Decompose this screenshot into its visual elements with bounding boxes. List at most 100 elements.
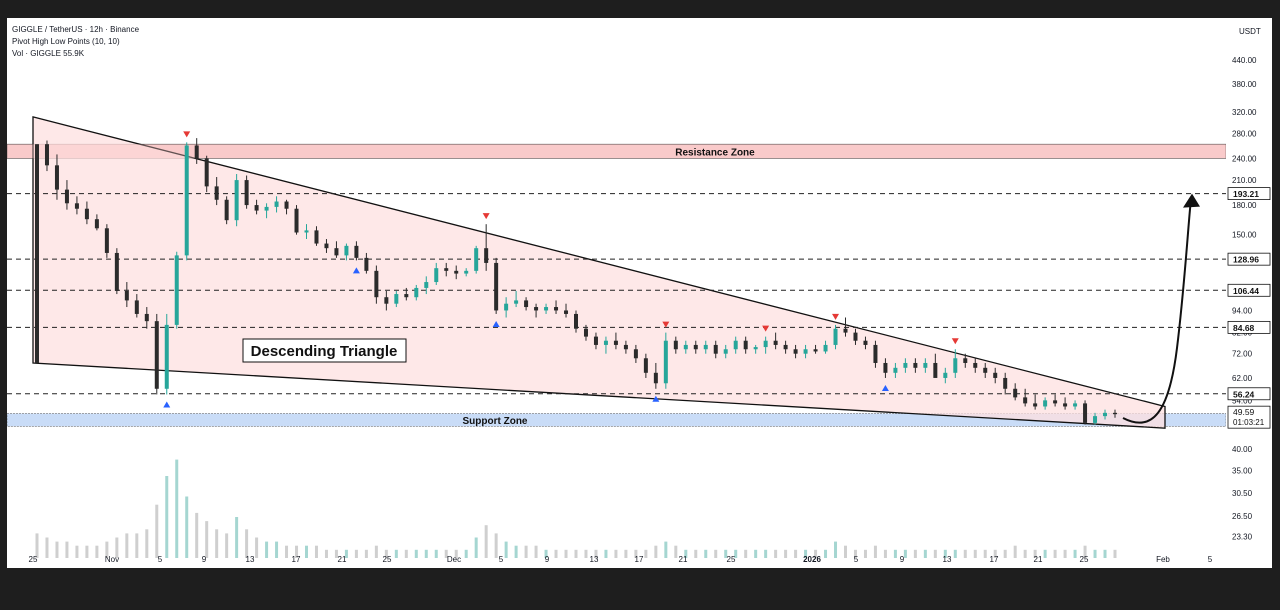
volume-bar bbox=[195, 512, 199, 558]
candle-body bbox=[643, 358, 648, 373]
candle-body bbox=[793, 349, 798, 354]
pivot-high-marker bbox=[482, 213, 490, 220]
candle-body bbox=[893, 367, 898, 373]
volume-bar bbox=[85, 545, 89, 558]
candle-body bbox=[1003, 377, 1008, 389]
volume-bar bbox=[135, 533, 139, 558]
volume-bar bbox=[464, 549, 468, 558]
candle-body bbox=[184, 145, 189, 256]
volume-bar bbox=[474, 537, 478, 558]
candle-body bbox=[1013, 388, 1018, 398]
volume-bar bbox=[624, 549, 628, 558]
time-tick-label: Nov bbox=[105, 555, 119, 564]
volume-bar bbox=[714, 549, 718, 558]
candle-body bbox=[823, 344, 828, 352]
pivot-low-marker bbox=[652, 395, 660, 402]
price-tick-label: 23.30 bbox=[1232, 533, 1253, 542]
candle-body bbox=[993, 372, 998, 378]
pattern-label-text: Descending Triangle bbox=[251, 343, 398, 360]
volume-bar bbox=[554, 549, 558, 558]
volume-bar bbox=[55, 541, 59, 558]
volume-bar bbox=[814, 549, 818, 558]
volume-bar bbox=[973, 549, 977, 558]
volume-bar bbox=[1093, 549, 1097, 558]
candle-body bbox=[773, 340, 778, 345]
volume-bar bbox=[265, 541, 269, 558]
candle-body bbox=[234, 180, 239, 221]
time-tick-label: 17 bbox=[990, 555, 999, 564]
candle-body bbox=[683, 344, 688, 350]
candle-body bbox=[564, 310, 569, 314]
candle-body bbox=[394, 294, 399, 304]
candle-body bbox=[613, 340, 618, 345]
candle-body bbox=[783, 344, 788, 350]
candle-body bbox=[514, 300, 519, 304]
candle-body bbox=[334, 248, 339, 256]
candle-body bbox=[813, 349, 818, 352]
volume-bar bbox=[584, 549, 588, 558]
volume-bar bbox=[255, 537, 259, 558]
candle-body bbox=[194, 145, 199, 159]
volume-bar bbox=[574, 549, 578, 558]
candle-body bbox=[494, 262, 499, 311]
volume-bar bbox=[913, 549, 917, 558]
candle-body bbox=[134, 300, 139, 314]
volume-bar bbox=[634, 549, 638, 558]
price-tick-label: 26.50 bbox=[1232, 512, 1253, 521]
time-tick-label: 2026 bbox=[803, 555, 821, 564]
candle-body bbox=[833, 328, 838, 345]
volume-bar bbox=[564, 549, 568, 558]
time-tick-label: 9 bbox=[900, 555, 905, 564]
volume-bar bbox=[504, 541, 508, 558]
volume-bar bbox=[125, 533, 129, 558]
volume-bar bbox=[923, 549, 927, 558]
volume-bar bbox=[115, 537, 119, 558]
candle-body bbox=[274, 201, 279, 207]
volume-bar bbox=[524, 545, 528, 558]
volume-bar bbox=[1063, 549, 1067, 558]
candle-body bbox=[534, 307, 539, 311]
chart-frame: Resistance Zone Support Zone Descending Tr… bbox=[7, 18, 1272, 568]
volume-bar bbox=[514, 545, 518, 558]
time-tick-label: 13 bbox=[943, 555, 952, 564]
candle-body bbox=[554, 307, 559, 311]
candle-body bbox=[164, 324, 169, 389]
candle-body bbox=[114, 252, 119, 291]
candle-body bbox=[524, 300, 529, 308]
candle-body bbox=[384, 297, 389, 304]
volume-bar bbox=[384, 549, 388, 558]
volume-bar bbox=[834, 541, 838, 558]
candle-body bbox=[1093, 416, 1098, 423]
candle-body bbox=[104, 228, 109, 253]
volume-bar bbox=[185, 496, 189, 558]
price-tick-label: 54.00 bbox=[1232, 396, 1253, 405]
price-level-tag-text: 84.68 bbox=[1233, 323, 1255, 333]
candle-body bbox=[354, 245, 359, 258]
price-tick-label: 280.00 bbox=[1232, 129, 1257, 138]
candle-body bbox=[484, 248, 489, 263]
volume-bar bbox=[893, 549, 897, 558]
price-level-tag-text: 193.21 bbox=[1233, 189, 1259, 199]
candle-body bbox=[633, 349, 638, 359]
price-tick-label: 380.00 bbox=[1232, 80, 1257, 89]
chart-legend: GIGGLE / TetherUS · 12h · Binance Pivot … bbox=[12, 24, 139, 60]
time-tick-label: 17 bbox=[292, 555, 301, 564]
volume-bar bbox=[324, 549, 328, 558]
volume-bar bbox=[734, 549, 738, 558]
candle-body bbox=[304, 230, 309, 233]
time-tick-label: 25 bbox=[383, 555, 392, 564]
volume-bar bbox=[285, 545, 289, 558]
volume-bar bbox=[674, 545, 678, 558]
volume-bar bbox=[1003, 549, 1007, 558]
candle-body bbox=[434, 268, 439, 283]
time-tick-label: 9 bbox=[545, 555, 550, 564]
candle-body bbox=[1063, 403, 1068, 407]
candle-body bbox=[1033, 403, 1038, 407]
time-tick-label: 13 bbox=[246, 555, 255, 564]
candle-body bbox=[883, 362, 888, 373]
candle-body bbox=[973, 362, 978, 368]
pivot-high-marker bbox=[762, 325, 770, 332]
candle-body bbox=[713, 344, 718, 354]
candle-body bbox=[224, 199, 229, 221]
candle-body bbox=[913, 362, 918, 368]
